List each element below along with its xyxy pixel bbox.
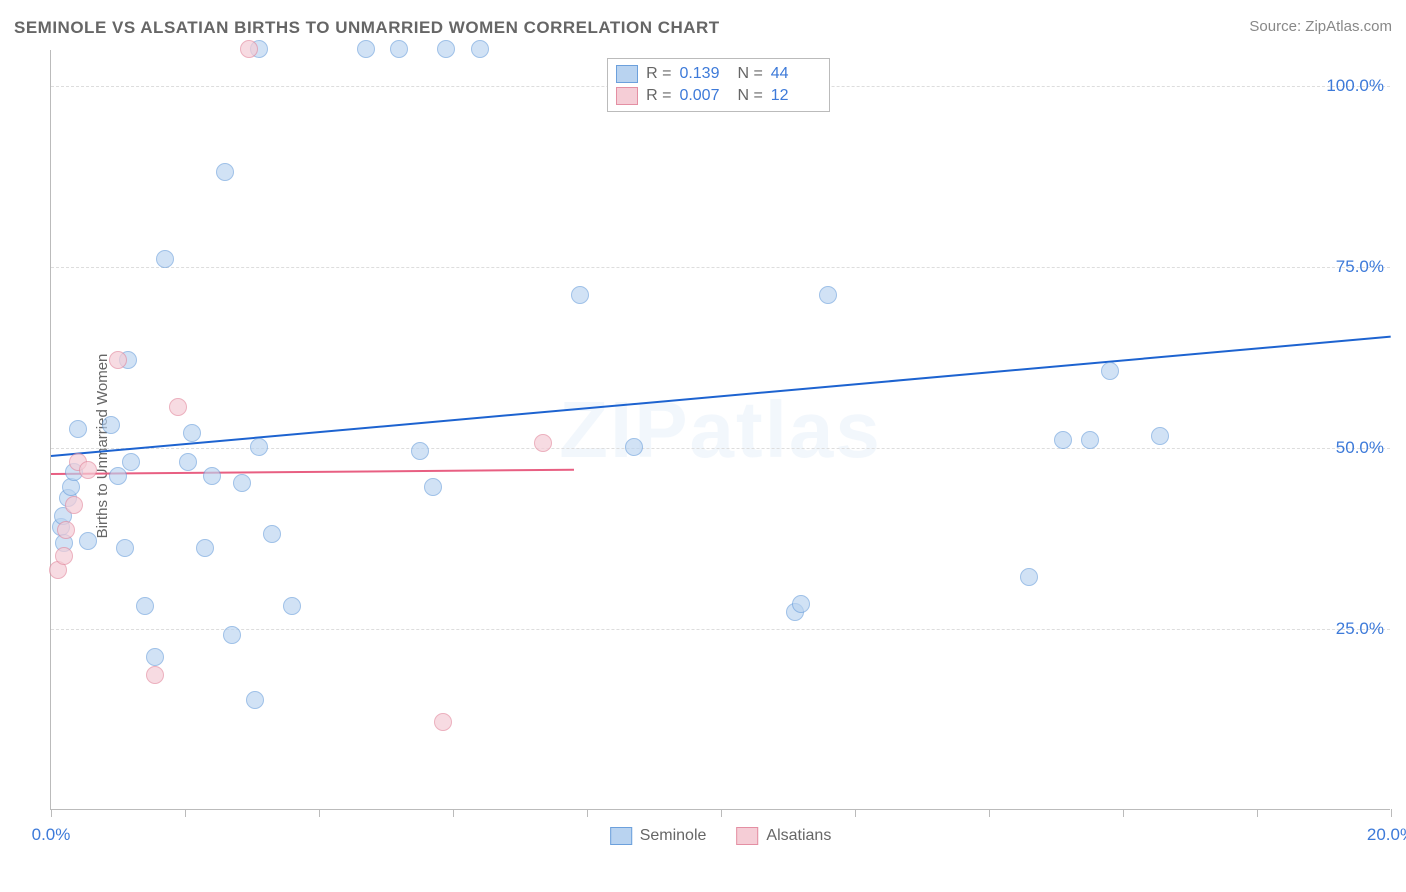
data-point xyxy=(116,539,134,557)
gridline xyxy=(51,629,1390,630)
data-point xyxy=(625,438,643,456)
x-tick xyxy=(185,809,186,817)
stats-legend: R = 0.139 N = 44 R = 0.007 N = 12 xyxy=(607,58,830,112)
data-point xyxy=(179,453,197,471)
trend-line xyxy=(51,336,1391,457)
data-point xyxy=(263,525,281,543)
gridline xyxy=(51,267,1390,268)
y-tick-label: 100.0% xyxy=(1326,76,1384,96)
data-point xyxy=(1020,568,1038,586)
x-tick xyxy=(319,809,320,817)
x-tick xyxy=(721,809,722,817)
data-point xyxy=(196,539,214,557)
data-point xyxy=(216,163,234,181)
x-tick xyxy=(453,809,454,817)
stat-value-r: 0.139 xyxy=(679,65,729,83)
data-point xyxy=(122,453,140,471)
data-point xyxy=(434,713,452,731)
data-point xyxy=(146,648,164,666)
stats-row: R = 0.139 N = 44 xyxy=(616,63,821,85)
source-attribution: Source: ZipAtlas.com xyxy=(1249,18,1392,35)
data-point xyxy=(69,420,87,438)
stat-value-n: 44 xyxy=(771,65,821,83)
data-point xyxy=(1101,362,1119,380)
data-point xyxy=(79,532,97,550)
x-tick xyxy=(989,809,990,817)
legend-item: Alsatians xyxy=(736,827,831,845)
stat-value-r: 0.007 xyxy=(679,87,729,105)
stat-label-r: R = xyxy=(646,65,671,83)
data-point xyxy=(156,250,174,268)
stat-label-r: R = xyxy=(646,87,671,105)
data-point xyxy=(819,286,837,304)
data-point xyxy=(246,691,264,709)
x-tick xyxy=(1391,809,1392,817)
data-point xyxy=(203,467,221,485)
data-point xyxy=(109,467,127,485)
legend-label: Alsatians xyxy=(766,827,831,845)
x-tick xyxy=(51,809,52,817)
data-point xyxy=(169,398,187,416)
data-point xyxy=(792,595,810,613)
data-point xyxy=(79,461,97,479)
legend-item: Seminole xyxy=(610,827,707,845)
data-point xyxy=(424,478,442,496)
y-tick-label: 75.0% xyxy=(1336,257,1384,277)
data-point xyxy=(471,40,489,58)
data-point xyxy=(390,40,408,58)
stats-row: R = 0.007 N = 12 xyxy=(616,85,821,107)
data-point xyxy=(183,424,201,442)
legend-label: Seminole xyxy=(640,827,707,845)
x-tick-label: 20.0% xyxy=(1367,825,1406,845)
x-tick-label: 0.0% xyxy=(32,825,71,845)
data-point xyxy=(1151,427,1169,445)
data-point xyxy=(571,286,589,304)
stat-value-n: 12 xyxy=(771,87,821,105)
plot-area: ZIPatlas 25.0%50.0%75.0%100.0%0.0%20.0%R… xyxy=(50,50,1390,810)
legend-swatch xyxy=(616,87,638,105)
chart-title: SEMINOLE VS ALSATIAN BIRTHS TO UNMARRIED… xyxy=(14,18,720,38)
source-link[interactable]: ZipAtlas.com xyxy=(1305,18,1392,35)
data-point xyxy=(534,434,552,452)
x-tick xyxy=(1123,809,1124,817)
data-point xyxy=(283,597,301,615)
data-point xyxy=(109,351,127,369)
x-tick xyxy=(855,809,856,817)
data-point xyxy=(233,474,251,492)
data-point xyxy=(65,496,83,514)
data-point xyxy=(55,547,73,565)
y-tick-label: 25.0% xyxy=(1336,619,1384,639)
data-point xyxy=(1081,431,1099,449)
stat-label-n: N = xyxy=(737,65,762,83)
data-point xyxy=(240,40,258,58)
legend-swatch xyxy=(616,65,638,83)
data-point xyxy=(437,40,455,58)
legend-swatch xyxy=(736,827,758,845)
x-tick xyxy=(1257,809,1258,817)
source-prefix: Source: xyxy=(1249,18,1305,35)
data-point xyxy=(223,626,241,644)
data-point xyxy=(57,521,75,539)
stat-label-n: N = xyxy=(737,87,762,105)
data-point xyxy=(1054,431,1072,449)
legend-swatch xyxy=(610,827,632,845)
data-point xyxy=(357,40,375,58)
data-point xyxy=(102,416,120,434)
data-point xyxy=(146,666,164,684)
chart-container: SEMINOLE VS ALSATIAN BIRTHS TO UNMARRIED… xyxy=(0,0,1406,892)
data-point xyxy=(250,438,268,456)
x-tick xyxy=(587,809,588,817)
y-tick-label: 50.0% xyxy=(1336,438,1384,458)
series-legend: Seminole Alsatians xyxy=(610,827,832,845)
data-point xyxy=(136,597,154,615)
data-point xyxy=(411,442,429,460)
